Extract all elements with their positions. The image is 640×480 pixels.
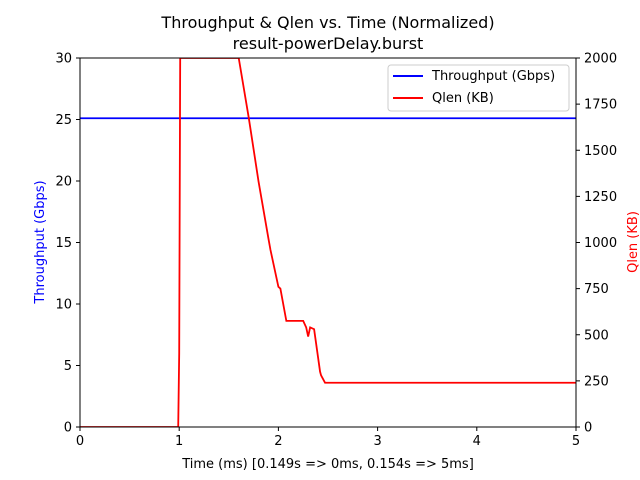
y-left-tick-label: 10 [55, 298, 72, 313]
y-left-tick-label: 5 [64, 359, 72, 374]
x-tick-label: 2 [274, 434, 282, 449]
y-axis-right-label: Qlen (KB) [626, 211, 640, 273]
y-left-tick-label: 0 [64, 421, 72, 436]
x-axis-label: Time (ms) [0.149s => 0ms, 0.154s => 5ms] [181, 457, 474, 472]
y-right-tick-label: 0 [584, 421, 592, 436]
y-right-tick-label: 1000 [584, 236, 617, 251]
x-tick-label: 1 [175, 434, 183, 449]
legend-label-qlen: Qlen (KB) [432, 91, 494, 106]
y-right-tick-label: 250 [584, 374, 609, 389]
x-tick-label: 4 [473, 434, 481, 449]
plot-frame [79, 57, 577, 428]
y-right-tick-label: 500 [584, 328, 609, 343]
series-line-qlen [80, 58, 576, 427]
series-layer [80, 58, 576, 427]
x-axis-ticks: 0 1 2 3 4 5 [76, 427, 580, 449]
y-left-tick-label: 15 [55, 236, 72, 251]
x-tick-label: 0 [76, 434, 84, 449]
legend: Throughput (Gbps) Qlen (KB) [387, 64, 570, 112]
y-left-tick-label: 20 [55, 175, 72, 190]
chart-title: Throughput & Qlen vs. Time (Normalized) [160, 13, 494, 32]
legend-box [387, 64, 570, 112]
y-left-tick-label: 25 [55, 113, 72, 128]
y-left-tick-label: 30 [55, 52, 72, 67]
y-right-tick-label: 1500 [584, 144, 617, 159]
y-right-tick-label: 2000 [584, 52, 617, 67]
x-tick-label: 5 [572, 434, 580, 449]
y-right-tick-label: 1750 [584, 98, 617, 113]
x-tick-label: 3 [373, 434, 381, 449]
y-right-tick-label: 750 [584, 282, 609, 297]
y-right-tick-label: 1250 [584, 190, 617, 205]
y-axis-left-label: Throughput (Gbps) [33, 180, 48, 304]
chart-subtitle: result-powerDelay.burst [233, 34, 424, 53]
y-axis-left-ticks: 0 5 10 15 20 25 30 [55, 52, 80, 436]
legend-label-throughput: Throughput (Gbps) [431, 69, 555, 84]
y-axis-right-ticks: 0 250 500 750 1000 1250 1500 1750 2000 [576, 52, 617, 436]
